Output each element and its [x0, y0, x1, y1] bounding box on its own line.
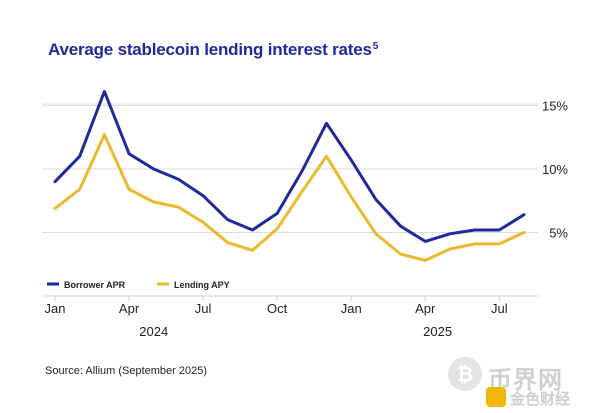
watermark-mark-icon: [486, 387, 506, 407]
legend-label: Lending APY: [174, 280, 230, 290]
year-label: 2025: [423, 324, 452, 339]
x-tick-label: Jan: [341, 301, 362, 316]
chart-title: Average stablecoin lending interest rate…: [48, 40, 378, 60]
title-footnote: 5: [372, 41, 379, 52]
watermark-subtext: 金色财经: [510, 390, 571, 408]
x-tick-label: Apr: [119, 301, 140, 316]
y-tick-label: 15%: [542, 99, 568, 114]
year-label: 2024: [139, 324, 168, 339]
x-tick-label: Oct: [267, 301, 288, 316]
chart-title-text: Average stablecoin lending interest rate…: [48, 40, 372, 59]
legend-label: Borrower APR: [64, 280, 126, 290]
watermark: ₿ 币界网 金色财经: [440, 355, 595, 410]
y-tick-label: 10%: [542, 162, 568, 177]
series-line-borrower-apr: [53, 90, 526, 243]
x-tick-label: Jan: [45, 301, 66, 316]
x-tick-label: Jul: [195, 301, 212, 316]
x-tick-label: Apr: [415, 301, 436, 316]
source-note: Source: Allium (September 2025): [45, 365, 208, 377]
series-line-lending-apy: [53, 133, 526, 262]
x-tick-label: Jul: [491, 301, 508, 316]
y-tick-label: 5%: [549, 226, 568, 241]
bitcoin-coin-icon: ₿: [448, 357, 482, 391]
